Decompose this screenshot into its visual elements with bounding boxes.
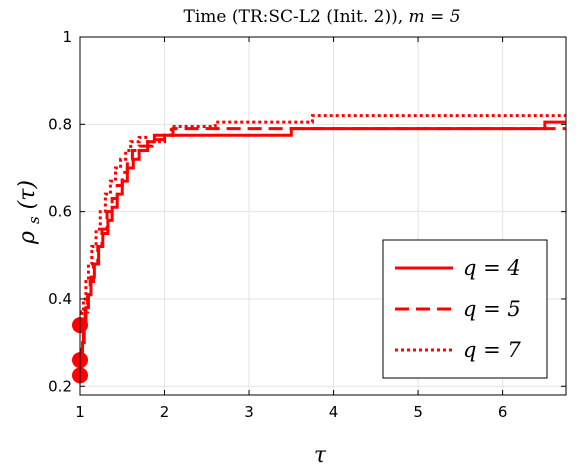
y-tick-label: 0.6	[48, 203, 72, 221]
y-tick-label: 0.4	[48, 290, 72, 308]
chart-title-prefix: Time (TR:SC-L2 (Init. 2)),	[183, 7, 403, 27]
y-tick-label: 0.8	[48, 115, 72, 133]
y-axis-label: ρ s (τ)	[15, 180, 45, 245]
chart-title-math: m = 5	[409, 7, 461, 27]
x-tick-label: 2	[160, 403, 170, 421]
series-line-q5	[80, 127, 566, 362]
x-tick-label: 3	[244, 403, 254, 421]
legend-label: q = 5	[463, 297, 521, 321]
legend-label: q = 7	[463, 338, 521, 362]
x-tick-label: 6	[498, 403, 508, 421]
axis-ticks: 1 2 3 4 5 6 0.2 0.4 0.6 0.8 1	[48, 28, 566, 421]
y-axis-label-arg: (τ)	[15, 180, 40, 209]
x-tick-label: 4	[329, 403, 339, 421]
plot-area-frame	[79, 36, 567, 396]
series-line-q7	[80, 114, 566, 327]
y-tick-label: 0.2	[48, 377, 72, 395]
x-tick-label: 5	[413, 403, 423, 421]
chart-title: Time (TR:SC-L2 (Init. 2)), m = 5	[183, 7, 460, 27]
legend: q = 4 q = 5 q = 7	[382, 239, 548, 379]
x-axis-label: τ	[314, 443, 327, 468]
y-axis-label-sub: s	[25, 216, 43, 224]
y-tick-label: 1	[62, 28, 72, 46]
legend-box	[382, 239, 548, 379]
x-tick-label: 1	[75, 403, 85, 421]
legend-label: q = 4	[463, 256, 521, 280]
y-axis-label-rho: ρ	[15, 231, 40, 245]
